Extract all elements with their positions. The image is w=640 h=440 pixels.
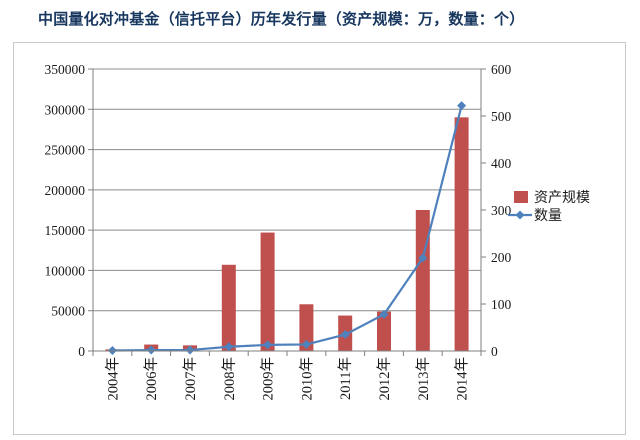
x-tick-label: 2008年	[221, 357, 238, 401]
y-left-tick-label: 200000	[45, 183, 86, 198]
legend: 资产规模 数量	[508, 190, 590, 224]
legend-label-asset-scale: 资产规模	[534, 190, 590, 206]
bar	[260, 232, 275, 351]
y-right-tick-label: 400	[491, 156, 512, 171]
legend-label-count: 数量	[534, 208, 562, 224]
axes: 0 50000 100000 150000 200000 250000 300000 3500…	[45, 62, 512, 401]
data-point	[457, 101, 467, 111]
y-right-tick-label: 600	[491, 62, 512, 77]
y-right-tick-label: 0	[491, 344, 498, 359]
x-tick-label: 2010年	[298, 357, 315, 401]
data-point	[379, 309, 389, 319]
x-tick-label: 2014年	[454, 357, 471, 401]
bar	[454, 117, 469, 351]
y-left-tick-label: 300000	[45, 102, 86, 117]
x-tick-label: 2012年	[376, 357, 393, 401]
y-left-tick-label: 50000	[51, 304, 85, 319]
y-right-tick-label: 100	[491, 297, 512, 312]
y-right-tick-label: 200	[491, 250, 512, 265]
bar	[415, 210, 430, 351]
x-tick-label: 2011年	[337, 357, 354, 400]
x-tick-label: 2004年	[104, 357, 121, 401]
y-left-tick-label: 150000	[45, 223, 86, 238]
chart-svg: 0 50000 100000 150000 200000 250000 300000 3500…	[45, 62, 591, 401]
x-tick-label: 2009年	[260, 357, 277, 401]
data-point	[146, 345, 156, 355]
data-point	[263, 340, 273, 350]
y-right-tick-label: 300	[491, 203, 512, 218]
gridlines	[93, 68, 481, 352]
legend-swatch-asset-scale	[514, 191, 528, 203]
data-point	[224, 342, 234, 352]
y-left-tick-label: 250000	[45, 143, 86, 158]
legend-marker-count	[515, 210, 525, 220]
y-right-tick-label: 500	[491, 109, 512, 124]
bar	[377, 311, 391, 351]
line-series-count	[107, 101, 467, 356]
bar	[221, 264, 236, 351]
count-line	[112, 105, 463, 352]
x-tick-label: 2007年	[182, 357, 199, 401]
x-tick-label: 2006年	[143, 357, 160, 401]
bar	[299, 304, 314, 351]
data-point	[301, 339, 311, 349]
y-left-tick-label: 100000	[45, 263, 86, 278]
chart-title: 中国量化对冲基金（信托平台）历年发行量（资产规模：万，数量：个）	[38, 10, 525, 28]
bar-series-asset-scale	[105, 117, 469, 351]
data-point	[185, 345, 195, 355]
y-left-tick-label: 0	[78, 344, 85, 359]
data-point	[340, 330, 350, 340]
y-left-tick-label: 350000	[45, 62, 86, 77]
data-point	[418, 253, 428, 263]
chart-frame: 0 50000 100000 150000 200000 250000 300000 3500…	[13, 42, 626, 435]
x-tick-label: 2013年	[415, 357, 432, 401]
